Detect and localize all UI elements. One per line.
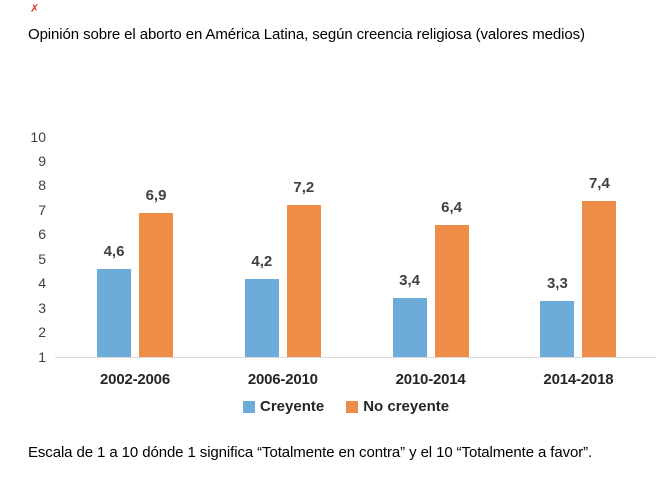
legend-item-no-creyente: No creyente <box>346 398 449 416</box>
bar-no-creyente-2002-2006 <box>139 212 173 357</box>
x-category-label: 2002-2006 <box>100 371 170 388</box>
bar-no-creyente-2006-2010 <box>286 205 321 357</box>
bar-creyente-2010-2014 <box>392 298 427 357</box>
y-axis-tick-label: 6 <box>38 226 46 243</box>
scale-footnote: Escala de 1 a 10 dónde 1 significa “Tota… <box>28 444 593 461</box>
chart-title: Opinión sobre el aborto en América Latin… <box>28 26 585 43</box>
bar-value-label: 7,2 <box>293 179 315 197</box>
y-axis-tick-label: 10 <box>30 128 46 145</box>
y-axis-tick-label: 1 <box>38 348 46 365</box>
x-category-label: 2006-2010 <box>247 371 318 388</box>
bar-value-label: 7,4 <box>588 174 610 192</box>
y-axis-tick-label: 3 <box>38 299 46 316</box>
broken-image-red-x-icon: ✗ <box>30 3 40 15</box>
y-axis-tick-label: 2 <box>38 324 46 341</box>
x-category-label: 2014-2018 <box>543 371 614 388</box>
bar-chart: 1 2 3 4 5 6 7 8 9 10 4,6 6,9 2002-2006 4,2 7,2 2006-201… <box>30 128 656 388</box>
bar-no-creyente-2014-2018 <box>582 200 617 357</box>
x-category-label: 2010-2014 <box>395 371 466 388</box>
bar-creyente-2014-2018 <box>540 300 575 357</box>
x-axis-line <box>55 357 656 358</box>
y-axis-tick-label: 4 <box>38 275 46 292</box>
chart-legend: Creyente No creyente <box>243 398 449 416</box>
bar-creyente-2002-2006 <box>97 269 131 357</box>
bar-value-label: 3,4 <box>399 272 421 290</box>
y-axis-tick-label: 9 <box>38 152 46 169</box>
bar-creyente-2006-2010 <box>244 278 279 357</box>
bar-no-creyente-2010-2014 <box>434 225 469 357</box>
bar-value-label: 4,6 <box>103 243 125 260</box>
bar-value-label: 3,3 <box>546 274 568 292</box>
legend-item-creyente: Creyente <box>243 398 324 416</box>
bar-value-label: 6,4 <box>441 199 463 216</box>
legend-label: Creyente <box>260 398 325 415</box>
y-axis-tick-label: 5 <box>38 250 46 267</box>
bar-value-label: 6,9 <box>145 186 167 204</box>
y-axis-tick-label: 8 <box>38 177 46 194</box>
legend-label: No creyente <box>363 398 450 415</box>
y-axis-tick-label: 7 <box>38 201 46 218</box>
bar-value-label: 4,2 <box>251 252 273 270</box>
legend-swatch-icon <box>346 401 359 413</box>
legend-swatch-icon <box>243 401 255 413</box>
